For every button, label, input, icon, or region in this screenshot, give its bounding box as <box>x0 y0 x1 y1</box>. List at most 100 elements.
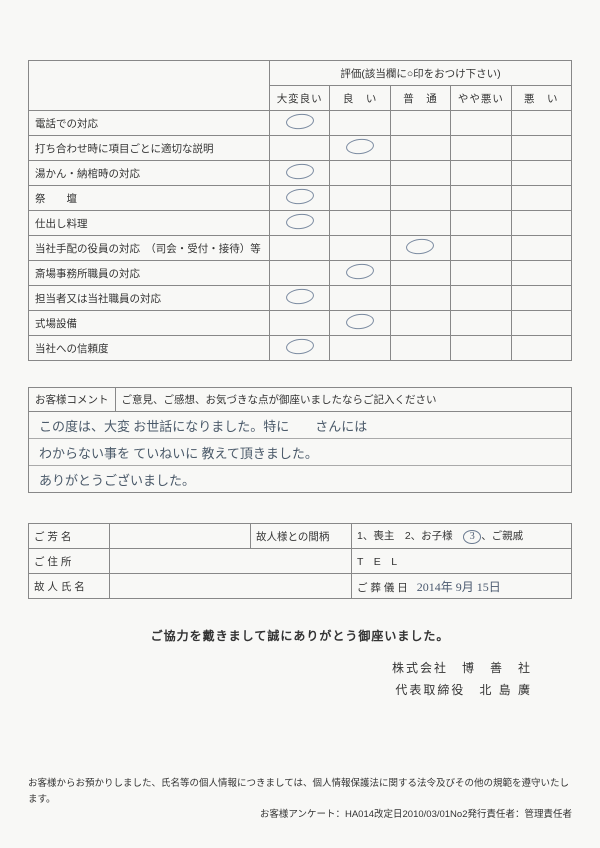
eval-cell <box>451 236 511 261</box>
eval-cell <box>511 111 571 136</box>
circle-mark-icon <box>285 213 314 231</box>
company-block: 株式会社 博 善 社 代表取締役 北 島 廣 <box>28 658 572 701</box>
eval-cell <box>511 236 571 261</box>
footer-privacy: お客様からお預かりしました、氏名等の個人情報につきましては、個人情報保護法に関す… <box>28 776 572 806</box>
rating-col-1: 良 い <box>330 86 390 111</box>
eval-cell <box>390 111 450 136</box>
eval-cell <box>511 161 571 186</box>
comment-label: お客様コメント <box>29 388 116 411</box>
eval-cell <box>511 136 571 161</box>
tel-label: T E L <box>357 556 397 568</box>
eval-cell <box>270 186 330 211</box>
eval-item: 当社への信頼度 <box>29 336 270 361</box>
eval-cell <box>330 286 390 311</box>
eval-cell <box>390 186 450 211</box>
addr-label: ご 住 所 <box>29 549 110 574</box>
eval-cell <box>511 286 571 311</box>
eval-cell <box>451 261 511 286</box>
eval-cell <box>390 261 450 286</box>
eval-cell <box>451 311 511 336</box>
eval-item: 湯かん・納棺時の対応 <box>29 161 270 186</box>
eval-cell <box>511 186 571 211</box>
eval-item: 担当者又は当社職員の対応 <box>29 286 270 311</box>
eval-cell <box>270 336 330 361</box>
eval-item: 斎場事務所職員の対応 <box>29 261 270 286</box>
circle-mark-icon <box>345 138 374 156</box>
eval-cell <box>270 111 330 136</box>
eval-cell <box>270 286 330 311</box>
eval-cell <box>511 336 571 361</box>
comment-box: お客様コメント ご意見、ご感想、お気づきな点が御座いましたならご記入ください こ… <box>28 387 572 493</box>
comment-line: この度は、大変 お世話になりました。特に さんには <box>29 412 571 439</box>
eval-cell <box>330 111 390 136</box>
eval-cell <box>330 311 390 336</box>
eval-cell <box>330 336 390 361</box>
thanks-text: ご協力を戴きまして誠にありがとう御座いました。 <box>28 627 572 644</box>
eval-cell <box>270 311 330 336</box>
eval-cell <box>330 211 390 236</box>
eval-cell <box>270 161 330 186</box>
circle-mark-icon <box>345 313 374 331</box>
circle-mark-icon <box>285 288 314 306</box>
eval-cell <box>390 311 450 336</box>
eval-title: 評価(該当欄に○印をおつけ下さい) <box>270 61 572 86</box>
name-label: ご 芳 名 <box>29 524 110 549</box>
eval-cell <box>451 111 511 136</box>
eval-item: 仕出し料理 <box>29 211 270 236</box>
rating-col-3: やや悪い <box>451 86 511 111</box>
info-table: ご 芳 名 故人様との間柄 1、喪主 2、お子様 3、ご親戚 ご 住 所 T E… <box>28 523 572 599</box>
eval-cell <box>330 261 390 286</box>
eval-item: 式場設備 <box>29 311 270 336</box>
eval-cell <box>270 211 330 236</box>
relation-label: 故人様との間柄 <box>251 524 352 549</box>
company-name: 株式会社 博 善 社 <box>28 658 532 680</box>
comment-line: わからない事を ていねいに 教えて頂きました。 <box>29 439 571 466</box>
eval-cell <box>511 261 571 286</box>
eval-cell <box>451 161 511 186</box>
circle-mark-icon <box>285 163 314 181</box>
circle-mark-icon <box>285 113 314 131</box>
eval-item: 当社手配の役員の対応 （司会・受付・接待）等 <box>29 236 270 261</box>
eval-cell <box>270 261 330 286</box>
footer: お客様からお預かりしました、氏名等の個人情報につきましては、個人情報保護法に関す… <box>28 776 572 822</box>
rating-col-0: 大変良い <box>270 86 330 111</box>
eval-cell <box>330 161 390 186</box>
rating-col-4: 悪 い <box>511 86 571 111</box>
comment-sub: ご意見、ご感想、お気づきな点が御座いましたならご記入ください <box>116 388 443 411</box>
eval-cell <box>390 211 450 236</box>
evaluation-table: 評価(該当欄に○印をおつけ下さい) 大変良い良 い普 通やや悪い悪 い 電話での… <box>28 60 572 361</box>
eval-cell <box>451 286 511 311</box>
eval-cell <box>270 136 330 161</box>
eval-cell <box>451 186 511 211</box>
eval-cell <box>330 236 390 261</box>
eval-cell <box>390 286 450 311</box>
eval-cell <box>330 186 390 211</box>
footer-doc-id: お客様アンケート：HA014改定日2010/03/01No2発行責任者：管理責任… <box>28 807 572 822</box>
circle-mark-icon <box>285 338 314 356</box>
relation-value: 1、喪主 2、お子様 3、ご親戚 <box>352 524 572 549</box>
eval-cell <box>451 211 511 236</box>
comment-line: ありがとうございました。 <box>29 466 571 492</box>
circle-mark-icon <box>345 263 374 281</box>
circle-mark-icon <box>285 188 314 206</box>
eval-cell <box>390 336 450 361</box>
circle-mark-icon <box>406 238 435 256</box>
relation-circle-icon: 3 <box>463 530 481 544</box>
company-rep: 代表取締役 北 島 廣 <box>28 680 532 702</box>
eval-cell <box>511 211 571 236</box>
eval-cell <box>270 236 330 261</box>
eval-cell <box>451 336 511 361</box>
rating-col-2: 普 通 <box>390 86 450 111</box>
eval-cell <box>511 311 571 336</box>
eval-item: 打ち合わせ時に項目ごとに適切な説明 <box>29 136 270 161</box>
eval-cell <box>451 136 511 161</box>
eval-cell <box>390 161 450 186</box>
eval-item: 祭 壇 <box>29 186 270 211</box>
eval-cell <box>330 136 390 161</box>
funeral-label: ご 葬 儀 日 <box>357 582 408 594</box>
deceased-label: 故 人 氏 名 <box>29 574 110 599</box>
eval-item: 電話での対応 <box>29 111 270 136</box>
eval-cell <box>390 236 450 261</box>
funeral-date: 2014年 9月 15日 <box>417 580 501 594</box>
eval-cell <box>390 136 450 161</box>
